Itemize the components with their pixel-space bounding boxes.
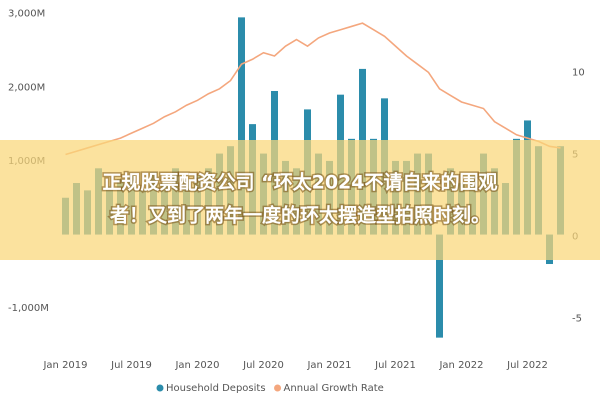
bar <box>436 234 443 338</box>
line <box>65 22 561 156</box>
banner-background <box>0 140 600 260</box>
y-tick-label: 3,000M <box>8 9 45 20</box>
y-tick-label: -1,000M <box>8 303 49 314</box>
legend-marker <box>274 384 282 392</box>
x-tick-label: Jan 2019 <box>42 360 87 371</box>
legend-label: Household Deposits <box>166 383 266 394</box>
legend-marker <box>156 384 164 392</box>
banner-text: 正规股票配资公司 “环太2024不请自来的围观 <box>103 171 498 194</box>
x-tick-label: Jul 2020 <box>242 360 284 371</box>
x-tick-label: Jan 2020 <box>174 360 219 371</box>
x-tick-label: Jan 2022 <box>438 360 483 371</box>
x-tick-label: Jul 2022 <box>506 360 548 371</box>
banner-text: 者！又到了两年一度的环太摆造型拍照时刻。 <box>110 204 490 227</box>
x-tick-label: Jul 2021 <box>374 360 416 371</box>
legend-label: Annual Growth Rate <box>284 383 384 394</box>
y2-tick-label: 10 <box>572 67 585 78</box>
y2-tick-label: -5 <box>572 314 582 325</box>
y-tick-label: 2,000M <box>8 82 45 93</box>
bar <box>238 17 245 235</box>
x-tick-label: Jan 2021 <box>306 360 351 371</box>
x-tick-label: Jul 2019 <box>110 360 152 371</box>
